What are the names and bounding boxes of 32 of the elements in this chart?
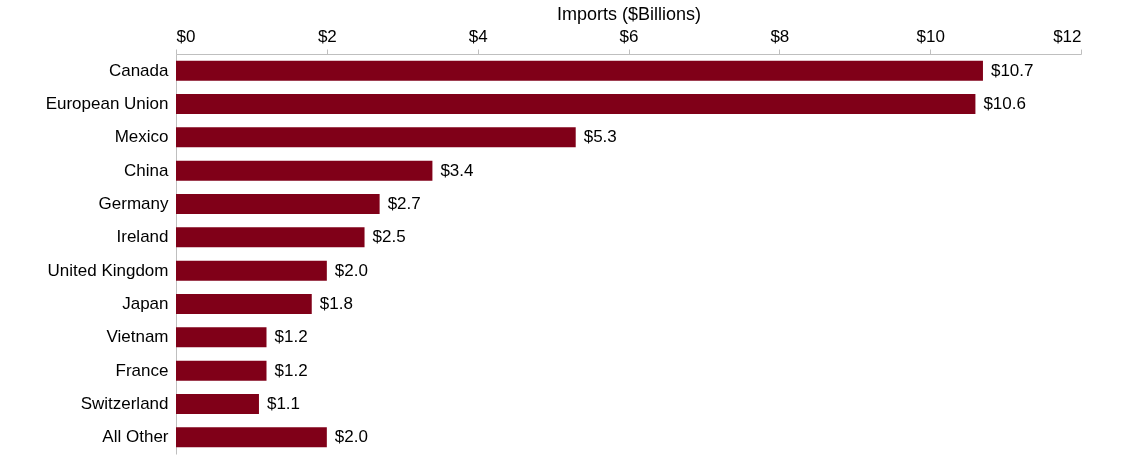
data-label: $1.2: [274, 327, 308, 347]
x-tick-label: $0: [176, 26, 196, 46]
x-tick-label: $6: [619, 26, 639, 46]
x-axis-title: Imports ($Billions): [556, 3, 702, 24]
data-label: $2.0: [334, 427, 368, 447]
y-tick-label: China: [124, 160, 170, 180]
data-label: $1.1: [266, 394, 301, 413]
data-label: $2.0: [334, 260, 368, 280]
data-label: $1.2: [274, 360, 308, 380]
data-label: $10.6: [983, 94, 1026, 113]
y-tick-label: Germany: [98, 194, 169, 213]
y-tick-label: Switzerland: [80, 394, 169, 413]
data-label: $10.7: [990, 60, 1034, 80]
y-tick-label: Mexico: [114, 127, 169, 147]
y-tick-label: All Other: [102, 427, 169, 447]
y-tick-label: Canada: [108, 60, 170, 80]
x-tick-label: $12: [1053, 26, 1082, 46]
data-label: $2.5: [372, 227, 406, 247]
y-tick-label: Japan: [122, 294, 169, 313]
x-tick-label: $10: [916, 26, 945, 46]
y-tick-label: European Union: [45, 94, 169, 113]
data-label: $2.7: [387, 194, 421, 213]
y-tick-label: United Kingdom: [47, 260, 169, 280]
x-tick-label: $2: [317, 26, 337, 46]
y-tick-label: Vietnam: [106, 327, 169, 347]
x-tick-label: $8: [770, 26, 790, 46]
data-label: $5.3: [583, 127, 617, 147]
data-label: $1.8: [319, 294, 353, 313]
x-tick-label: $4: [468, 26, 488, 46]
data-label: $3.4: [440, 160, 474, 180]
y-tick-label: Ireland: [116, 227, 169, 247]
y-tick-label: France: [115, 360, 169, 380]
